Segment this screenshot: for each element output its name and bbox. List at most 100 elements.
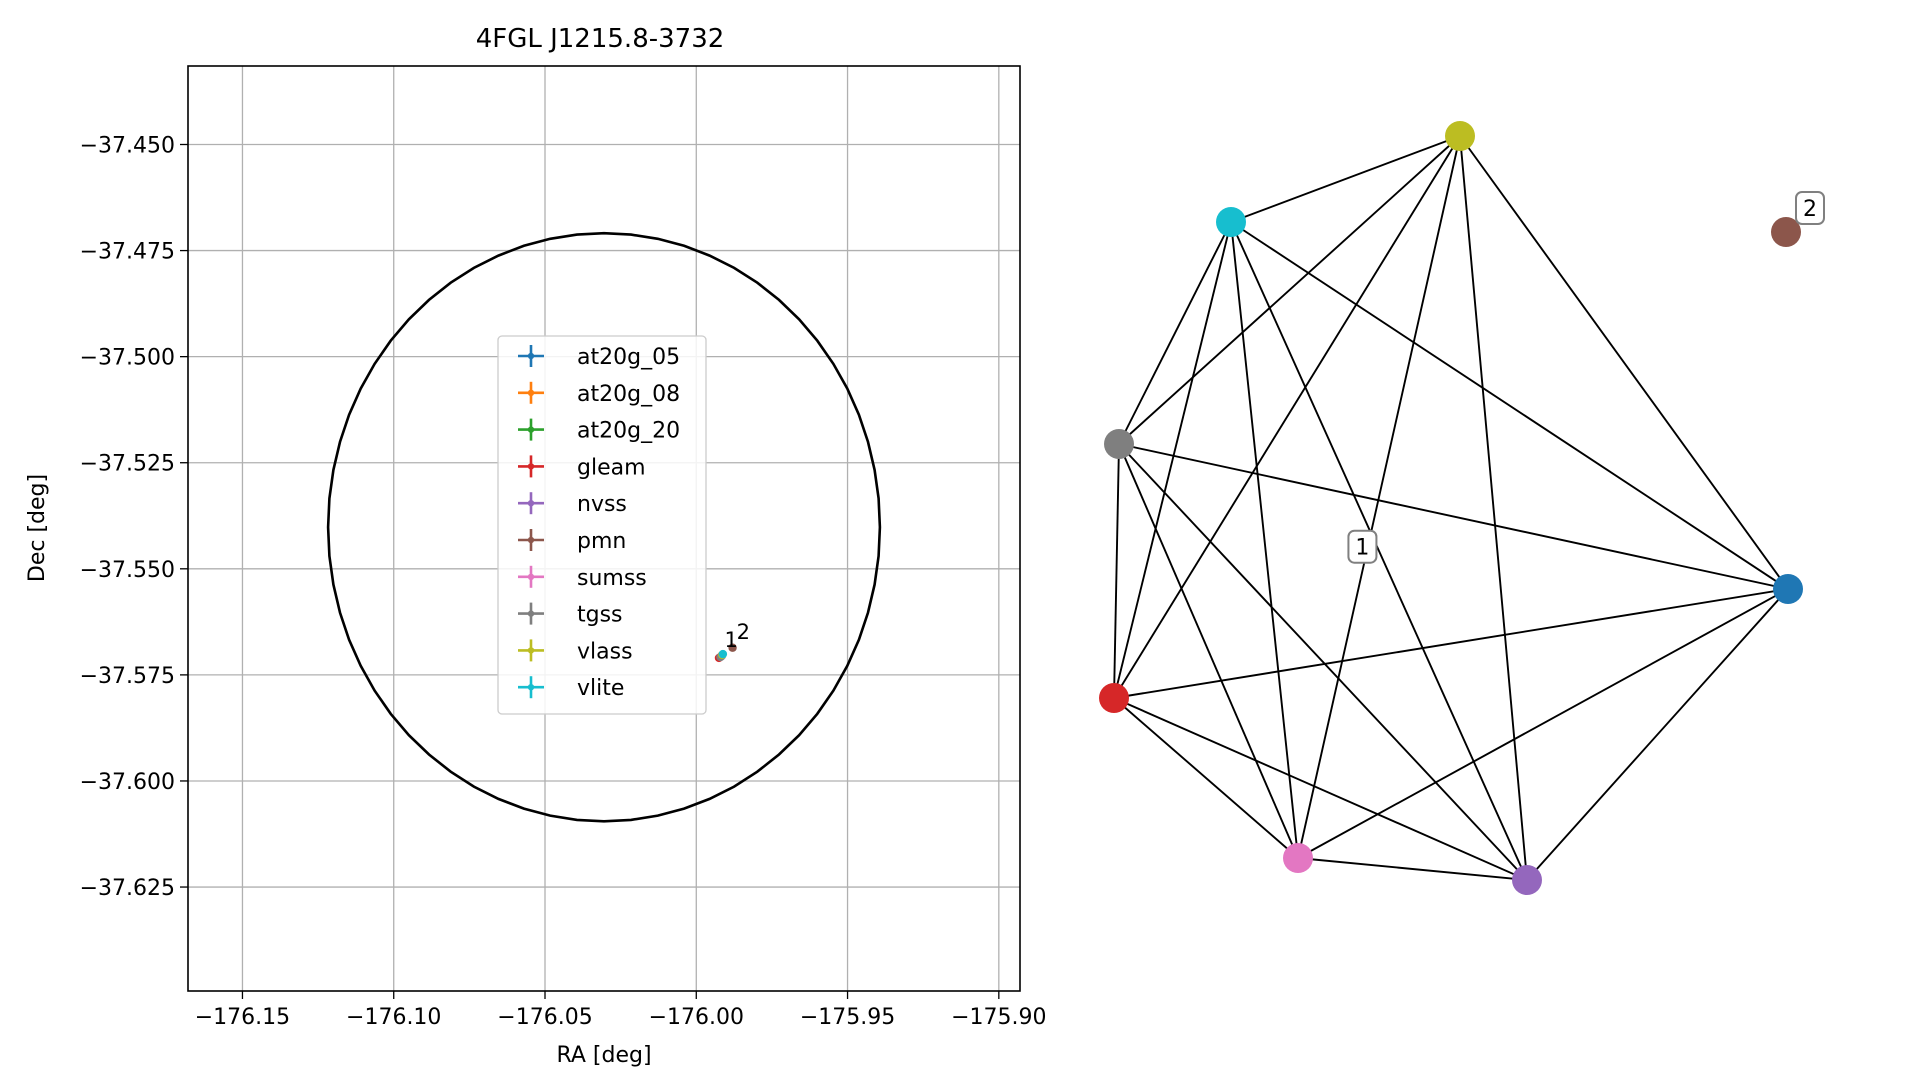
y-tick-label: −37.550 (80, 558, 175, 583)
legend-marker-dot (527, 536, 535, 544)
graph-node-nvss (1512, 865, 1542, 895)
plot-title: 4FGL J1215.8-3732 (476, 24, 725, 54)
graph-node-pmn (1771, 217, 1801, 247)
legend-label: vlass (577, 639, 633, 664)
plot-frame (187, 65, 1021, 992)
legend-box (497, 335, 707, 715)
legend-entry-nvss: nvss (518, 492, 627, 517)
y-axis-label: Dec [deg] (25, 474, 50, 582)
legend-marker-dot (527, 352, 535, 360)
sky-position-plot: 4FGL J1215.8-3732 12 −176.15 −176.10 −176.… (25, 24, 1047, 1068)
y-tick-label: −37.600 (80, 770, 175, 795)
cluster-annotation-1: 1 (725, 628, 738, 652)
graph-node-at20g_05 (1773, 574, 1803, 604)
legend-entry-sumss: sumss (518, 565, 647, 591)
y-tick-label: −37.500 (80, 346, 175, 371)
edge-at20g_05-nvss (1526, 588, 1789, 881)
point-vlite (718, 649, 728, 659)
edge-nvss-tgss (1118, 443, 1528, 881)
legend-marker-dot (527, 426, 535, 433)
y-tick-label: −37.525 (80, 452, 175, 477)
edge-gleam-nvss (1113, 697, 1528, 881)
legend-label: at20g_05 (577, 345, 680, 370)
cluster-annotations: 12 (725, 620, 750, 652)
edge-sumss-vlite (1230, 221, 1299, 859)
legend-label: sumss (577, 566, 647, 591)
legend-marker-dot (527, 647, 535, 654)
legend-entry-tgss: tgss (518, 602, 623, 628)
edge-gleam-tgss (1113, 443, 1120, 699)
graph-nodes (1099, 121, 1803, 895)
x-axis-label: RA [deg] (556, 1043, 651, 1068)
legend-entry-at20g_20: at20g_20 (518, 418, 680, 444)
x-axis-ticks: −176.15 −176.10 −176.05 −176.00 −175.95 −175.… (195, 991, 1047, 1030)
edge-nvss-sumss (1297, 857, 1528, 881)
legend-label: pmn (577, 529, 626, 554)
graph-node-sumss (1283, 843, 1313, 873)
legend-label: nvss (577, 492, 627, 517)
edge-at20g_05-sumss (1297, 588, 1789, 859)
y-tick-label: −37.575 (80, 664, 175, 689)
edge-at20g_05-tgss (1118, 443, 1789, 590)
error-circle-outline (326, 231, 882, 823)
edge-nvss-vlite (1230, 221, 1528, 881)
edge-tgss-vlass (1118, 135, 1461, 445)
legend-label: tgss (577, 603, 623, 628)
graph-node-vlass (1445, 121, 1475, 151)
legend-entry-pmn: pmn (518, 529, 626, 554)
legend-entry-at20g_05: at20g_05 (518, 345, 680, 370)
point-pmn (728, 643, 737, 652)
legend-label: at20g_08 (577, 382, 680, 407)
cluster-label-box-1 (1347, 529, 1378, 564)
legend-entry-at20g_08: at20g_08 (518, 381, 680, 407)
y-tick-label: −37.475 (80, 240, 175, 265)
edge-gleam-vlite (1113, 221, 1232, 699)
legend-marker-dot (527, 684, 535, 691)
cluster-annotation-2: 2 (737, 620, 750, 644)
source-points (714, 643, 737, 663)
edge-sumss-vlass (1297, 135, 1461, 859)
x-tick-label: −176.00 (649, 1005, 744, 1030)
graph-node-vlite (1216, 207, 1246, 237)
cluster-label-1: 1 (1355, 536, 1369, 561)
legend-marker-dot (527, 500, 535, 507)
graph-node-tgss (1104, 429, 1134, 459)
legend-entry-vlass: vlass (518, 639, 633, 664)
legend-label: gleam (577, 455, 646, 480)
legend-label: vlite (577, 676, 624, 701)
x-tick-label: −176.10 (346, 1005, 441, 1030)
legend-entry-gleam: gleam (518, 455, 646, 480)
y-tick-label: −37.625 (80, 876, 175, 901)
cluster-label-box-2 (1795, 191, 1825, 225)
cluster-graph: 12 (1099, 121, 1825, 895)
y-tick-label: −37.450 (80, 133, 175, 158)
cluster-labels: 12 (1347, 191, 1825, 564)
y-axis-ticks: −37.450 −37.475 −37.500 −37.525 −37.550 −37.5… (80, 133, 188, 901)
edge-at20g_05-gleam (1113, 588, 1789, 699)
edge-vlass-vlite (1230, 135, 1461, 223)
legend-marker-dot (527, 463, 535, 470)
edge-nvss-vlass (1459, 135, 1528, 881)
x-tick-label: −176.05 (497, 1005, 592, 1030)
graph-node-gleam (1099, 683, 1129, 713)
edge-gleam-vlass (1113, 135, 1461, 699)
legend-entry-vlite: vlite (518, 676, 624, 701)
grid-lines (188, 66, 1020, 991)
edge-tgss-vlite (1118, 221, 1232, 445)
edge-at20g_05-vlass (1459, 135, 1789, 590)
x-tick-label: −175.90 (951, 1005, 1046, 1030)
error-circle (326, 231, 882, 823)
legend-marker-dot (527, 573, 535, 580)
legend-marker-dot (527, 389, 535, 396)
cluster-label-2: 2 (1803, 197, 1817, 222)
edge-at20g_05-vlite (1230, 221, 1789, 590)
edge-gleam-sumss (1113, 697, 1299, 859)
graph-edges (1113, 135, 1789, 881)
edge-sumss-tgss (1118, 443, 1299, 859)
x-tick-label: −176.15 (195, 1005, 290, 1030)
legend-marker-dot (527, 610, 535, 617)
x-tick-label: −175.95 (800, 1005, 895, 1030)
legend-label: at20g_20 (577, 419, 680, 444)
